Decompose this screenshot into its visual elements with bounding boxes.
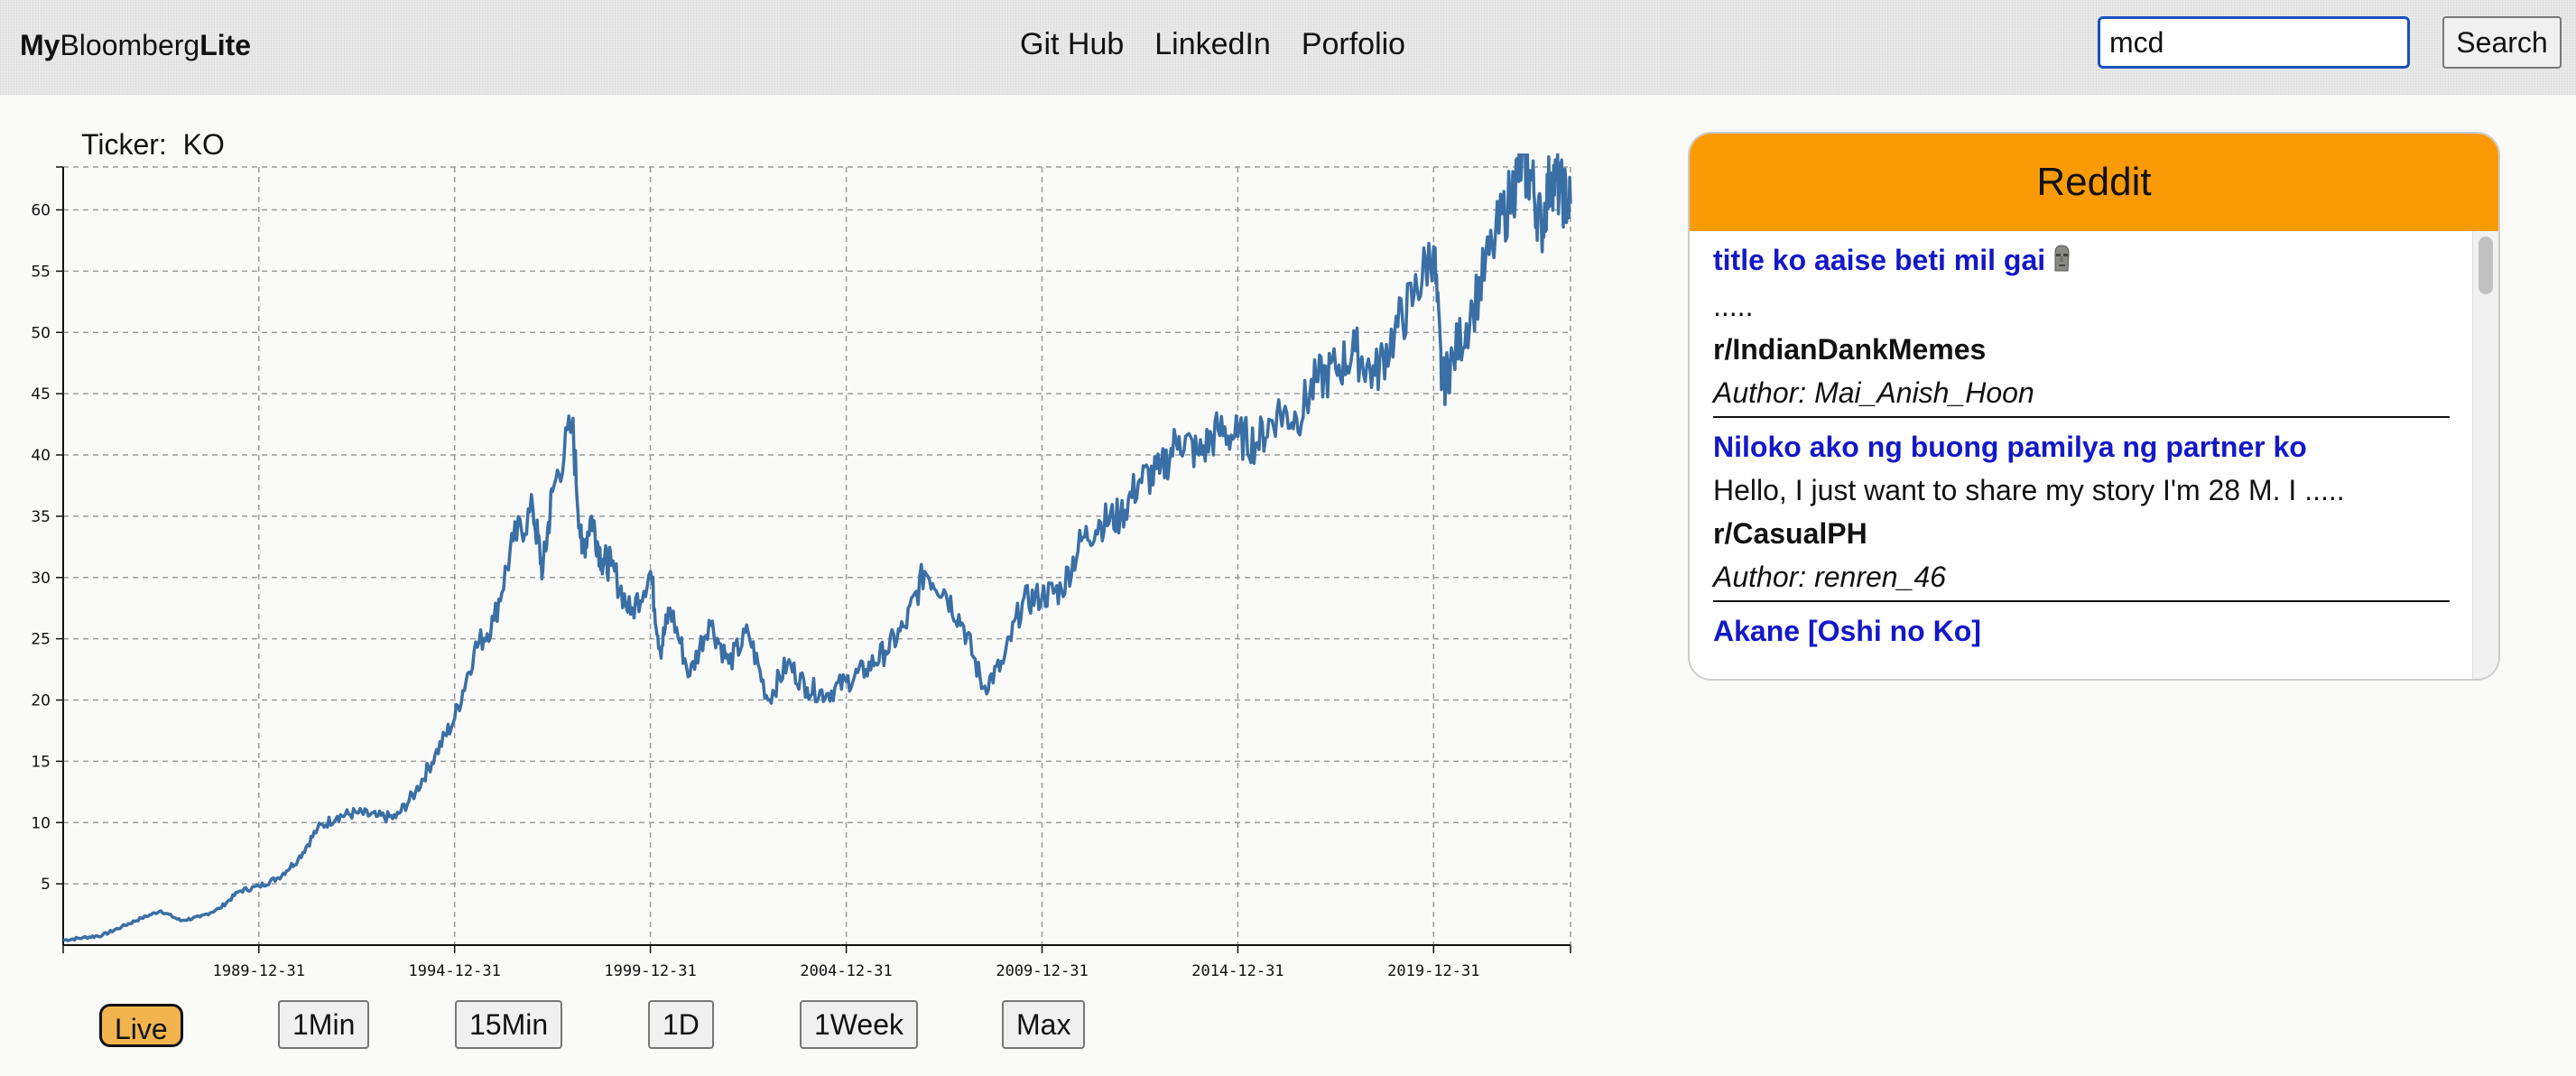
ticker-label: Ticker: KO (81, 126, 225, 162)
moai-emoji-icon (2051, 241, 2072, 284)
timeframe-max-button[interactable]: Max (1002, 1000, 1086, 1049)
post-subreddit[interactable]: r/CasualPH (1713, 516, 1867, 550)
timeframe-live-button[interactable]: Live (99, 1004, 183, 1047)
price-line (62, 153, 1572, 942)
x-tick-label: 2009-12-31 (996, 962, 1088, 980)
reddit-post: title ko aaise beti mil gai ..... r/Indi… (1713, 238, 2450, 418)
y-tick-label: 5 (41, 876, 51, 894)
brand-logo[interactable]: MyBloombergLite (20, 27, 251, 63)
x-tick-label: 1989-12-31 (213, 962, 305, 980)
reddit-post: Niloko ako ng buong pamilya ng partner k… (1713, 425, 2450, 602)
nav-link-github[interactable]: Git Hub (1020, 27, 1125, 61)
post-subreddit[interactable]: r/IndianDankMemes (1713, 332, 1987, 366)
y-tick-label: 45 (31, 385, 51, 404)
y-tick-label: 30 (31, 570, 51, 588)
reddit-header: Reddit (1690, 134, 2498, 231)
post-body: Hello, I just want to share my story I'm… (1713, 473, 2345, 506)
reddit-panel: Reddit title ko aaise beti mil gai .....… (1688, 132, 2500, 681)
y-tick-label: 60 (31, 202, 51, 220)
nav-links: Git Hub LinkedIn Porfolio (1020, 25, 1405, 63)
x-tick-label: 2014-12-31 (1191, 962, 1283, 980)
reddit-scrollbar-thumb[interactable] (2479, 237, 2493, 294)
brand-suffix: Lite (199, 29, 252, 61)
y-tick-label: 35 (31, 508, 51, 526)
reddit-scrollbar[interactable] (2472, 231, 2498, 679)
timeframe-1d-button[interactable]: 1D (648, 1000, 714, 1049)
y-tick-label: 55 (31, 263, 51, 281)
nav-link-linkedin[interactable]: LinkedIn (1154, 27, 1271, 61)
reddit-post: Akane [Oshi no Ko] ..... (1713, 609, 2450, 679)
price-chart[interactable]: 5 10 15 20 25 30 35 40 45 50 55 60 1989-12-31 1994-12… (0, 153, 1607, 984)
post-author: Author: Mai_Anish_Hoon (1713, 376, 2034, 409)
post-title[interactable]: Akane [Oshi no Ko] (1713, 614, 1981, 647)
search-input[interactable] (2098, 16, 2410, 69)
reddit-post-list[interactable]: title ko aaise beti mil gai ..... r/Indi… (1690, 231, 2473, 679)
post-title[interactable]: title ko aaise beti mil gai (1713, 238, 2450, 284)
nav-link-portfolio[interactable]: Porfolio (1301, 27, 1406, 61)
x-tick-label: 2019-12-31 (1387, 962, 1479, 980)
brand-middle: Bloomberg (60, 29, 200, 61)
timeframe-1min-button[interactable]: 1Min (278, 1000, 370, 1049)
x-tick-label: 2004-12-31 (800, 962, 892, 980)
brand-prefix: My (20, 29, 60, 61)
y-tick-label: 40 (31, 447, 51, 465)
x-tick-label: 1994-12-31 (409, 962, 501, 980)
post-body: ..... (1713, 289, 1754, 322)
x-tick-label: 1999-12-31 (604, 962, 696, 980)
post-title[interactable]: Niloko ako ng buong pamilya ng partner k… (1713, 430, 2307, 463)
y-tick-label: 15 (31, 753, 51, 771)
ticker-symbol: KO (182, 128, 225, 161)
y-tick-label: 20 (31, 692, 51, 710)
y-tick-label: 50 (31, 324, 51, 342)
post-title-text[interactable]: title ko aaise beti mil gai (1713, 244, 2046, 276)
timeframe-1week-button[interactable]: 1Week (800, 1000, 919, 1049)
timeframe-15min-button[interactable]: 15Min (455, 1000, 563, 1049)
search-button[interactable]: Search (2442, 16, 2562, 69)
top-navbar: MyBloombergLite Git Hub LinkedIn Porfoli… (0, 0, 2576, 95)
post-author: Author: renren_46 (1713, 560, 1946, 593)
ticker-label-text: Ticker: (81, 128, 167, 161)
y-tick-label: 25 (31, 631, 51, 649)
post-body: ..... (1713, 657, 1754, 679)
y-tick-label: 10 (31, 814, 51, 832)
